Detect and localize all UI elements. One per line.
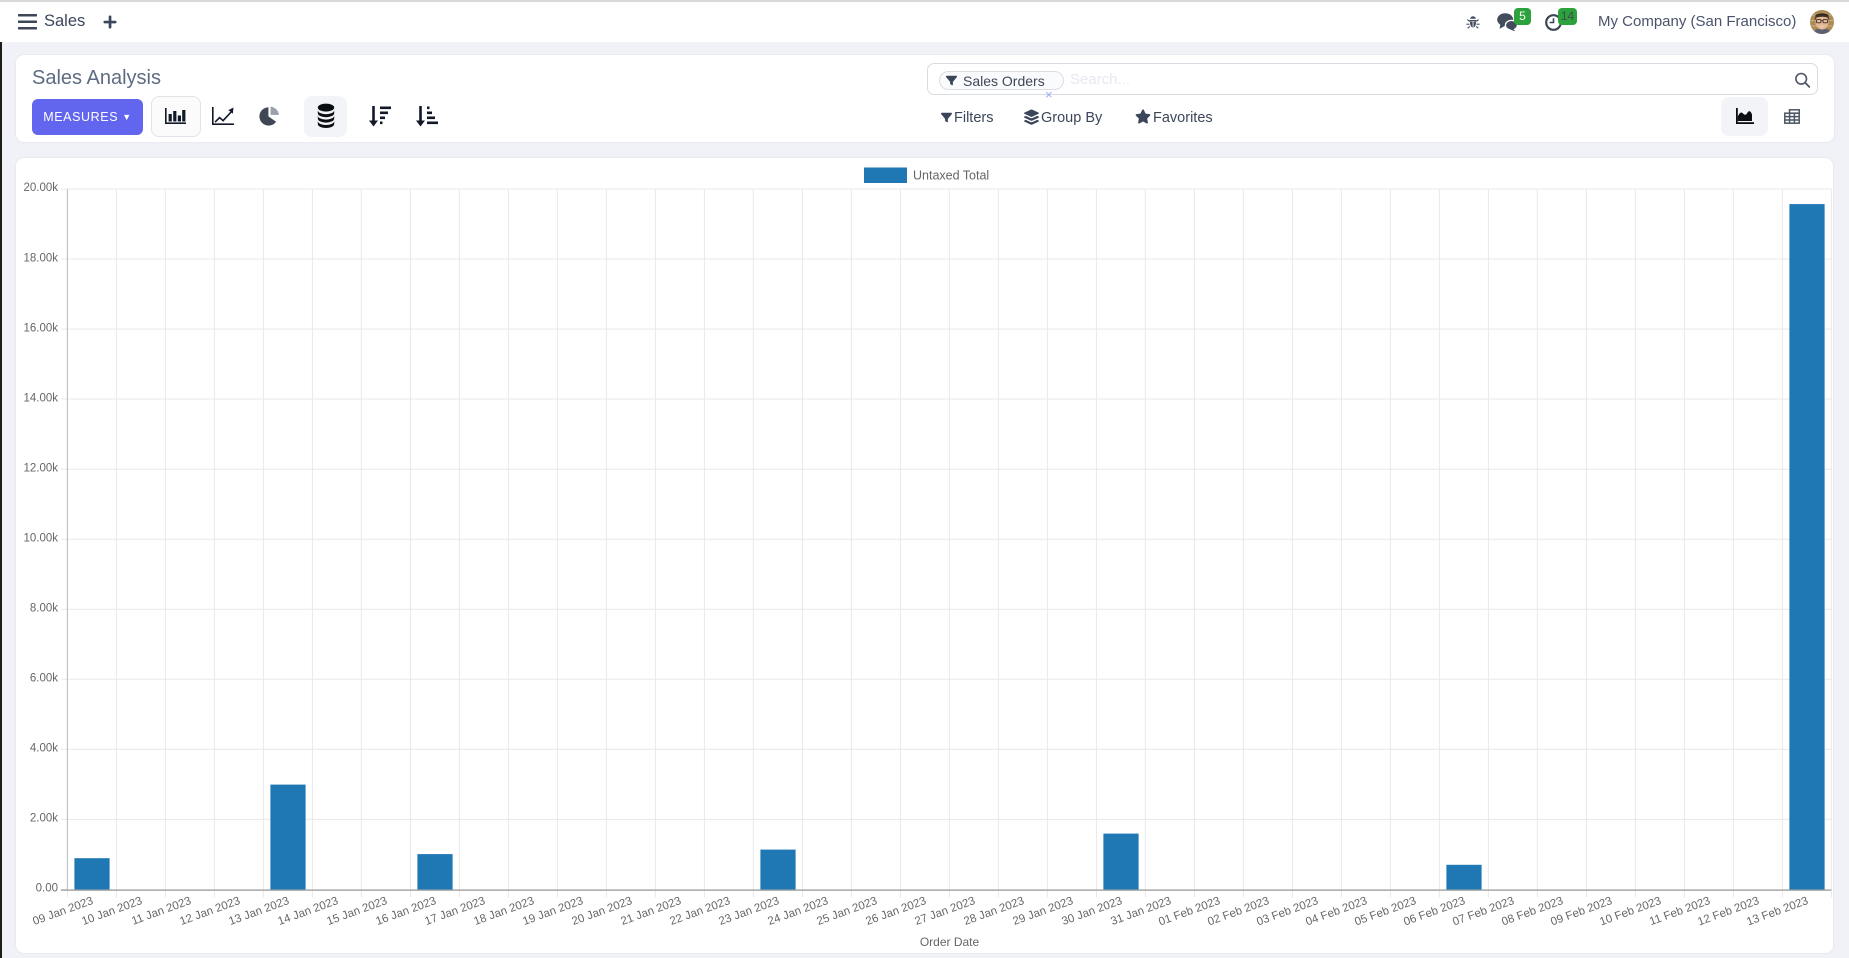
svg-text:10.00k: 10.00k <box>23 532 58 544</box>
svg-text:16.00k: 16.00k <box>23 322 58 334</box>
svg-text:Untaxed Total: Untaxed Total <box>913 169 989 183</box>
svg-text:0.00: 0.00 <box>36 883 58 895</box>
svg-text:20.00k: 20.00k <box>23 182 58 194</box>
svg-text:6.00k: 6.00k <box>30 673 58 685</box>
svg-text:2.00k: 2.00k <box>30 813 58 825</box>
svg-text:4.00k: 4.00k <box>30 743 58 755</box>
svg-text:8.00k: 8.00k <box>30 603 58 615</box>
svg-text:18.00k: 18.00k <box>23 252 58 264</box>
svg-text:Order Date: Order Date <box>920 935 980 949</box>
svg-text:12.00k: 12.00k <box>23 462 58 474</box>
svg-text:14.00k: 14.00k <box>23 392 58 404</box>
